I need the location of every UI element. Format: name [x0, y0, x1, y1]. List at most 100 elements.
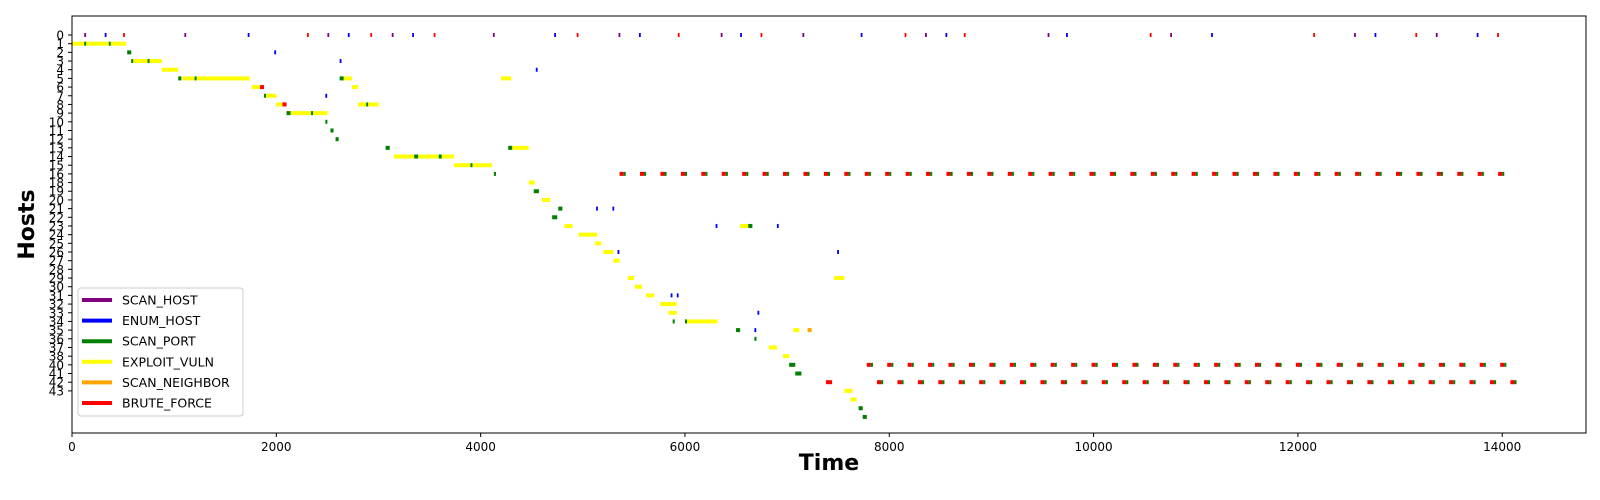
event-mark [552, 215, 558, 220]
event-mark [418, 154, 439, 159]
x-axis-label: Time [799, 451, 859, 476]
event-mark [1387, 380, 1392, 385]
event-mark [1116, 362, 1119, 367]
event-mark [1130, 171, 1135, 176]
event-mark [787, 171, 790, 176]
event-mark [282, 102, 287, 107]
y-tick-label: 15 [49, 159, 64, 173]
event-mark [339, 76, 344, 81]
event-mark [196, 76, 250, 81]
event-mark [686, 319, 718, 324]
event-mark [1357, 362, 1362, 367]
event-mark [1400, 171, 1403, 176]
y-tick-label: 6 [56, 81, 64, 95]
event-mark [660, 171, 665, 176]
event-mark [966, 171, 972, 176]
event-mark [274, 50, 277, 55]
event-mark [612, 206, 615, 211]
event-mark [493, 171, 496, 176]
event-mark [1040, 380, 1045, 385]
event-mark [1346, 380, 1352, 385]
event-mark [1052, 171, 1055, 176]
event-mark [110, 41, 127, 46]
event-mark [870, 362, 873, 367]
legend-label: BRUTE_FORCE [122, 396, 212, 411]
y-tick-label: 4 [56, 63, 64, 77]
event-mark [963, 33, 966, 37]
event-mark [1497, 33, 1499, 37]
event-mark [1156, 362, 1159, 367]
event-mark [973, 362, 976, 367]
event-mark [596, 206, 598, 211]
event-mark [627, 276, 634, 281]
event-mark [1066, 33, 1068, 37]
event-mark [576, 33, 579, 37]
event-mark [1208, 380, 1211, 385]
event-mark [311, 111, 314, 116]
y-tick-label: 19 [49, 185, 64, 199]
event-mark [1374, 33, 1377, 37]
event-mark [742, 171, 747, 176]
event-mark [247, 33, 250, 37]
y-tick-label: 36 [49, 332, 64, 346]
event-mark [1232, 171, 1237, 176]
event-mark [725, 171, 728, 176]
event-mark [762, 171, 767, 176]
event-mark [1228, 380, 1231, 385]
event-mark [911, 362, 914, 367]
event-mark [638, 33, 641, 37]
event-mark [740, 33, 742, 37]
event-mark [1050, 362, 1055, 367]
event-mark [1154, 171, 1157, 176]
event-mark [1024, 380, 1027, 385]
y-tick-label: 31 [49, 289, 64, 303]
event-mark [1318, 171, 1321, 176]
event-mark [1463, 362, 1466, 367]
event-mark [962, 380, 965, 385]
event-mark [1379, 171, 1382, 176]
event-mark [825, 380, 833, 385]
event-mark [760, 33, 763, 37]
event-mark [149, 59, 162, 64]
legend-label: ENUM_HOST [122, 313, 201, 328]
event-mark [412, 33, 414, 37]
event-mark [1212, 171, 1217, 176]
event-mark [147, 59, 150, 64]
y-tick-label: 21 [49, 202, 64, 216]
event-mark [1114, 171, 1117, 176]
event-mark [1269, 380, 1272, 385]
event-mark [987, 171, 992, 176]
event-mark [897, 380, 902, 385]
event-mark [1277, 171, 1280, 176]
event-mark [1134, 171, 1137, 176]
event-mark [554, 33, 556, 37]
event-mark [1500, 362, 1505, 367]
event-mark [454, 163, 471, 168]
event-mark [1073, 171, 1076, 176]
y-tick-label: 24 [49, 228, 64, 242]
y-tick-label: 12 [49, 133, 64, 147]
event-mark [926, 171, 931, 176]
y-tick-label: 28 [49, 263, 64, 277]
event-mark [1418, 362, 1423, 367]
y-tick-label: 8 [56, 98, 64, 112]
event-mark [1316, 362, 1321, 367]
event-mark [533, 189, 539, 194]
y-tick-label: 33 [49, 306, 64, 320]
event-mark [1438, 362, 1443, 367]
event-mark [850, 397, 857, 402]
x-tick-label: 6000 [670, 440, 701, 454]
event-mark [891, 362, 894, 367]
event-mark [104, 33, 107, 37]
y-tick-label: 0 [56, 29, 64, 43]
event-mark [1367, 380, 1372, 385]
y-axis: 0123456789101112131415161819202122232425… [49, 29, 72, 398]
event-mark [1355, 171, 1360, 176]
event-mark [1234, 362, 1239, 367]
x-tick-label: 2000 [261, 440, 292, 454]
event-mark [1330, 380, 1333, 385]
event-mark [1340, 362, 1343, 367]
event-mark [909, 171, 912, 176]
y-tick-label: 38 [49, 350, 64, 364]
event-mark [644, 171, 647, 176]
